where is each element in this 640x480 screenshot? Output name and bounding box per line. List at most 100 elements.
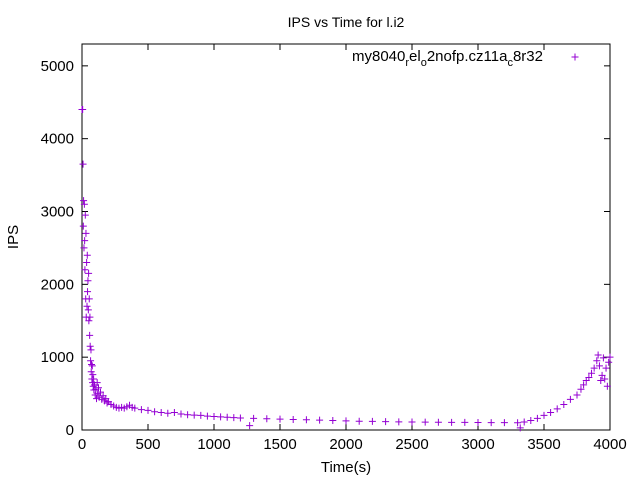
x-tick-label: 4000 [593, 436, 626, 453]
data-point [601, 375, 609, 383]
data-point [599, 354, 607, 362]
data-point [342, 417, 350, 425]
data-point [553, 405, 561, 413]
data-point [184, 411, 192, 419]
data-point [516, 424, 524, 432]
data-point [157, 409, 165, 417]
data-point [151, 408, 159, 416]
data-point [79, 222, 87, 230]
data-point [79, 106, 87, 114]
data-point [131, 404, 139, 412]
data-point [355, 417, 363, 425]
x-axis: 0 500 1000 1500 2000 2500 3000 3500 4000 [78, 44, 627, 453]
data-point [594, 351, 602, 359]
y-tick-label: 1000 [41, 349, 74, 366]
data-point [474, 418, 482, 426]
data-point [590, 364, 598, 372]
data-point [88, 362, 96, 370]
data-point [217, 413, 225, 421]
data-point [597, 376, 605, 384]
data-point [487, 419, 495, 427]
data-point [137, 406, 145, 414]
data-point [246, 422, 254, 430]
y-tick-label: 5000 [41, 58, 74, 75]
data-point [408, 418, 416, 426]
data-point [96, 388, 104, 396]
data-point [520, 418, 528, 426]
data-point [606, 353, 614, 361]
data-point [461, 418, 469, 426]
data-point [164, 409, 172, 417]
data-point [95, 384, 102, 392]
data-point [598, 371, 606, 379]
data-point [230, 414, 238, 422]
data-point [177, 410, 185, 418]
data-point [103, 399, 111, 407]
data-point [80, 200, 88, 208]
data-point [197, 411, 205, 419]
data-point [448, 418, 456, 426]
y-axis-title: IPS [5, 225, 22, 249]
data-point [87, 368, 95, 376]
x-tick-label: 1000 [197, 436, 230, 453]
data-point [500, 419, 508, 427]
data-point [81, 237, 89, 245]
chart-title: IPS vs Time for l.i2 [288, 14, 405, 30]
data-point [81, 266, 89, 274]
data-point [190, 411, 198, 419]
data-point [593, 357, 601, 365]
data-point [588, 369, 596, 377]
legend-marker-glyph [571, 53, 579, 61]
data-point [547, 409, 555, 417]
x-tick-label: 2000 [329, 436, 362, 453]
legend-marker [571, 53, 579, 61]
y-tick-label: 0 [66, 422, 74, 439]
data-point [85, 317, 93, 325]
data-point [368, 417, 376, 425]
data-point [86, 331, 94, 339]
data-point [605, 358, 613, 366]
data-point [603, 382, 611, 390]
legend-label: my8040relo2nofp.cz11ac8r32 [352, 48, 543, 69]
data-point [329, 417, 337, 425]
legend: my8040relo2nofp.cz11ac8r32 [352, 48, 579, 69]
y-tick-label: 3000 [41, 204, 74, 221]
data-point [250, 414, 258, 422]
data-point [580, 381, 588, 389]
data-point [84, 306, 92, 314]
data-point [527, 417, 535, 425]
x-tick-label: 3000 [461, 436, 494, 453]
data-point [434, 418, 442, 426]
data-point [276, 415, 284, 423]
data-point [573, 391, 581, 399]
data-point [86, 313, 94, 321]
data-point [395, 418, 403, 426]
data-point [83, 251, 91, 259]
data-point [87, 357, 95, 365]
data-point [316, 416, 324, 424]
data-point [82, 229, 90, 237]
data-point [84, 288, 92, 296]
data-point [85, 269, 93, 277]
data-point [80, 244, 88, 252]
data-point [203, 412, 211, 420]
data-point [144, 406, 152, 414]
data-point [83, 302, 91, 310]
data-point [566, 395, 574, 403]
data-point [263, 415, 271, 423]
data-point [87, 346, 95, 354]
data-point [236, 414, 244, 422]
data-point [81, 211, 89, 219]
plot-frame [81, 43, 611, 431]
x-tick-label: 1500 [263, 436, 296, 453]
y-tick-label: 4000 [41, 131, 74, 148]
data-point [85, 295, 93, 303]
x-tick-label: 2500 [395, 436, 428, 453]
data-point [533, 414, 541, 422]
data-point [289, 415, 297, 423]
data-point [170, 409, 178, 417]
data-point [223, 413, 231, 421]
data-point [80, 197, 88, 205]
data-point [577, 385, 585, 393]
